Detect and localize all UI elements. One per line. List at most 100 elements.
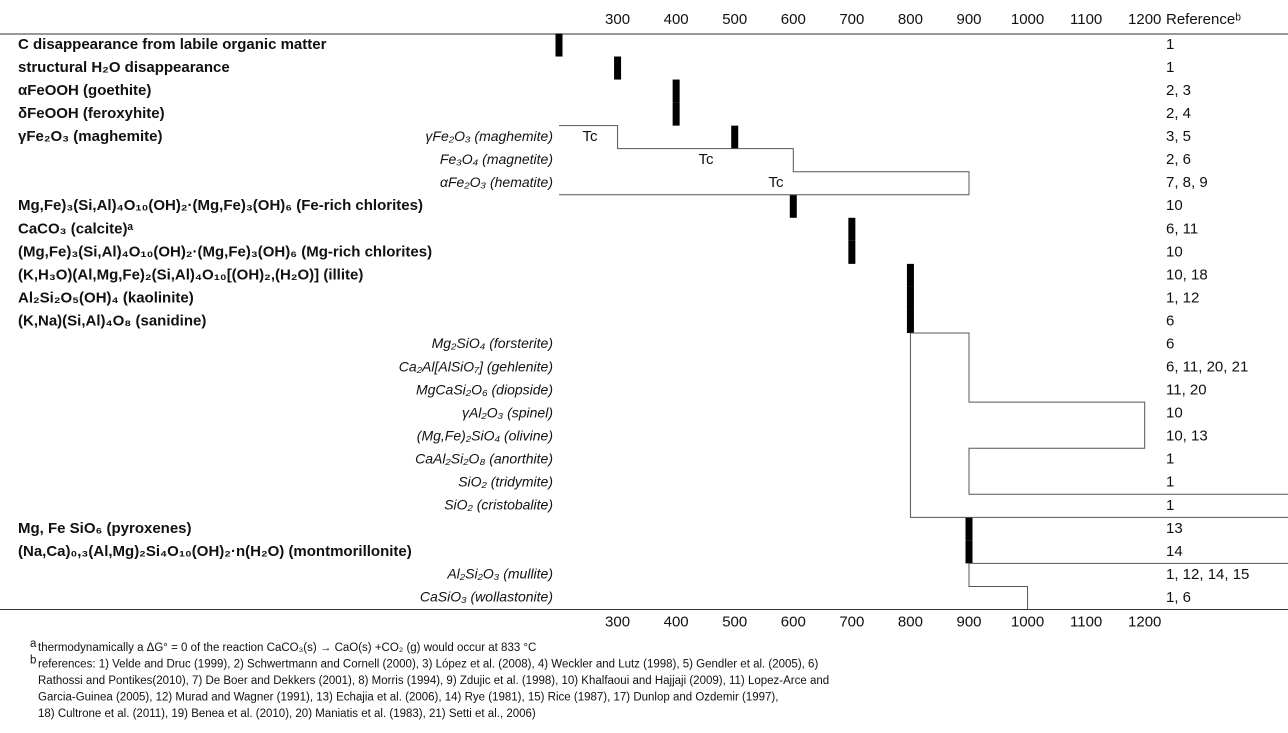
reference: 10, 18 bbox=[1166, 266, 1208, 283]
mineral-label: (Mg,Fe)₂SiO₄ (olivine) bbox=[417, 427, 553, 443]
reference: 14 bbox=[1166, 543, 1183, 560]
mineral-label: SiO₂ (cristobalite) bbox=[444, 497, 553, 513]
mineral-label: Al₂Si₂O₃ (mullite) bbox=[446, 566, 553, 582]
temperature-bar bbox=[672, 79, 680, 103]
transition-line bbox=[559, 125, 970, 196]
mineral-label: αFe₂O₃ (hematite) bbox=[440, 174, 553, 190]
tick-label-bottom: 400 bbox=[664, 613, 689, 630]
tick-label-top: 600 bbox=[781, 11, 806, 28]
tick-label-top: 400 bbox=[664, 11, 689, 28]
temperature-bar bbox=[614, 56, 622, 80]
mineral-label: CaAl₂Si₂O₈ (anorthite) bbox=[415, 450, 553, 466]
tick-label-bottom: 900 bbox=[956, 613, 981, 630]
temperature-bar bbox=[555, 33, 563, 57]
reference: 6, 11, 20, 21 bbox=[1166, 359, 1248, 376]
reference: 10, 13 bbox=[1166, 428, 1208, 445]
mineral-label: γAl₂O₃ (spinel) bbox=[462, 404, 553, 420]
mineral-label: Mg₂SiO₄ (forsterite) bbox=[432, 335, 553, 351]
reference: 6, 11 bbox=[1166, 220, 1198, 237]
mineral-label: Fe₃O₄ (magnetite) bbox=[440, 151, 553, 167]
footnote-text: references: 1) Velde and Druc (1999), 2)… bbox=[38, 659, 818, 671]
tick-label-top: 500 bbox=[722, 11, 747, 28]
reference: 1, 6 bbox=[1166, 589, 1191, 606]
mineral-label: Ca₂Al[AlSiO₇] (gehlenite) bbox=[399, 358, 553, 374]
reference: 6 bbox=[1166, 312, 1174, 329]
mineral-label: CaSiO₃ (wollastonite) bbox=[420, 589, 553, 605]
reference: 2, 3 bbox=[1166, 82, 1191, 99]
mineral-label: αFeOOH (goethite) bbox=[18, 82, 151, 99]
reference: 6 bbox=[1166, 335, 1174, 352]
mineral-label: MgCaSi₂O₆ (diopside) bbox=[416, 381, 553, 397]
mineral-label: Mg,Fe)₃(Si,Al)₄O₁₀(OH)₂·(Mg,Fe)₃(OH)₆ (F… bbox=[18, 197, 423, 214]
temperature-bar bbox=[848, 217, 856, 241]
transition-line bbox=[910, 332, 1288, 495]
reference: 1, 12, 14, 15 bbox=[1166, 566, 1249, 583]
tick-label-bottom: 500 bbox=[722, 613, 747, 630]
tick-label-top: 800 bbox=[898, 11, 923, 28]
reference-header: Referenceᵇ bbox=[1166, 11, 1241, 28]
transition-line bbox=[968, 562, 1288, 610]
tick-label-top: 300 bbox=[605, 11, 630, 28]
reference: 2, 6 bbox=[1166, 151, 1191, 168]
reference: 3, 5 bbox=[1166, 128, 1191, 145]
tick-label-top: 700 bbox=[839, 11, 864, 28]
reference: 11, 20 bbox=[1166, 382, 1207, 399]
footnote-mark: b bbox=[30, 655, 36, 667]
mineral-label: δFeOOH (feroxyhite) bbox=[18, 105, 165, 122]
footnote-text: Garcia-Guinea (2005), 12) Murad and Wagn… bbox=[38, 692, 778, 704]
tick-label-bottom: 600 bbox=[781, 613, 806, 630]
mineral-label: (Mg,Fe)₃(Si,Al)₄O₁₀(OH)₂·(Mg,Fe)₃(OH)₆ (… bbox=[18, 243, 432, 260]
reference: 1 bbox=[1166, 36, 1174, 53]
tick-label-bottom: 800 bbox=[898, 613, 923, 630]
reference: 1, 12 bbox=[1166, 289, 1199, 306]
tick-label-bottom: 1200 bbox=[1128, 613, 1161, 630]
mineral-label: structural H₂O disappearance bbox=[18, 59, 230, 76]
tick-label-bottom: 700 bbox=[839, 613, 864, 630]
mineral-label: Mg, Fe SiO₆ (pyroxenes) bbox=[18, 520, 192, 537]
temperature-bar bbox=[731, 125, 739, 149]
reference: 10 bbox=[1166, 197, 1183, 214]
mineral-label: Al₂Si₂O₅(OH)₄ (kaolinite) bbox=[18, 289, 194, 306]
footnote-text: thermodynamically a ΔG° = 0 of the react… bbox=[38, 642, 536, 654]
reference: 1 bbox=[1166, 59, 1174, 76]
mineral-label: C disappearance from labile organic matt… bbox=[18, 36, 327, 53]
temperature-bar bbox=[848, 240, 856, 264]
tick-label-top: 900 bbox=[956, 11, 981, 28]
reference: 1 bbox=[1166, 497, 1174, 514]
mineral-label: γFe₂O₃ (maghemite) bbox=[18, 128, 162, 145]
mineral-label: SiO₂ (tridymite) bbox=[458, 473, 553, 489]
mineral-label: (K,H₃O)(Al,Mg,Fe)₂(Si,Al)₄O₁₀[(OH)₂,(H₂O… bbox=[18, 266, 363, 283]
temperature-bar bbox=[965, 540, 973, 564]
mineral-label: (Na,Ca)₀,₃(Al,Mg)₂Si₄O₁₀(OH)₂·n(H₂O) (mo… bbox=[18, 543, 412, 560]
tick-label-bottom: 1000 bbox=[1011, 613, 1044, 630]
mineral-label: CaCO₃ (calcite)ᵃ bbox=[18, 220, 133, 237]
reference: 1 bbox=[1166, 474, 1174, 491]
temperature-bar bbox=[965, 517, 973, 541]
temperature-bar bbox=[906, 263, 914, 287]
reference: 10 bbox=[1166, 243, 1183, 260]
temperature-bar bbox=[906, 286, 914, 310]
reference: 10 bbox=[1166, 405, 1183, 422]
tick-label-top: 1000 bbox=[1011, 11, 1044, 28]
temperature-bar bbox=[789, 194, 797, 218]
tick-label-bottom: 1100 bbox=[1070, 613, 1102, 630]
transition-line bbox=[909, 333, 1288, 518]
tick-label-top: 1200 bbox=[1128, 11, 1161, 28]
tick-label-top: 1100 bbox=[1070, 11, 1102, 28]
footnote-text: Rathossi and Pontikes(2010), 7) De Boer … bbox=[38, 675, 829, 687]
reference: 2, 4 bbox=[1166, 105, 1191, 122]
mineral-label: (K,Na)(Si,Al)₄O₈ (sanidine) bbox=[18, 312, 206, 329]
reference: 1 bbox=[1166, 451, 1174, 468]
curie-label: Tc bbox=[583, 128, 599, 145]
footnote-text: 18) Cultrone et al. (2011), 19) Benea et… bbox=[38, 708, 536, 720]
reference: 7, 8, 9 bbox=[1166, 174, 1208, 191]
mineral-label: γFe₂O₃ (maghemite) bbox=[425, 128, 553, 144]
tick-label-bottom: 300 bbox=[605, 613, 630, 630]
footnote-mark: a bbox=[30, 638, 37, 650]
curie-label: Tc bbox=[769, 174, 785, 191]
curie-label: Tc bbox=[699, 151, 715, 168]
temperature-bar bbox=[906, 309, 914, 333]
temperature-bar bbox=[672, 102, 680, 126]
reference: 13 bbox=[1166, 520, 1183, 537]
